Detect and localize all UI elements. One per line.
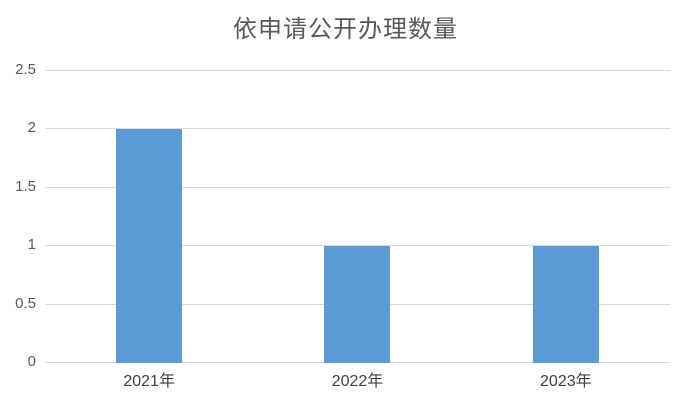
bar-slot: [253, 71, 461, 363]
y-tick-label: 2: [27, 119, 36, 137]
x-tick-label: 2021年: [123, 373, 175, 390]
x-tick-label: 2023年: [540, 373, 592, 390]
y-axis: 0 0.5 1 1.5 2 2.5: [0, 61, 36, 370]
y-tick-label: 0: [27, 353, 36, 370]
y-tick-label: 1.5: [15, 177, 36, 195]
bar-2023年: [532, 246, 599, 363]
y-tick-label: 2.5: [15, 61, 36, 78]
bar-series: [45, 71, 670, 363]
x-axis: 2021年 2022年 2023年: [45, 372, 670, 392]
bar-slot: [45, 71, 253, 363]
gridline: [45, 70, 670, 71]
x-tick-label: 2022年: [331, 373, 384, 390]
plot-area: [45, 70, 670, 363]
y-tick-label: 1: [27, 236, 36, 254]
chart-title: 依申请公开办理数量: [233, 17, 458, 43]
gridline: [45, 186, 670, 188]
bar-slot: [462, 71, 670, 363]
bar-2022年: [324, 246, 391, 363]
gridline: [45, 245, 670, 247]
gridline: [45, 128, 670, 130]
bar-2021年: [116, 129, 183, 363]
y-tick-label: 0.5: [15, 294, 36, 312]
